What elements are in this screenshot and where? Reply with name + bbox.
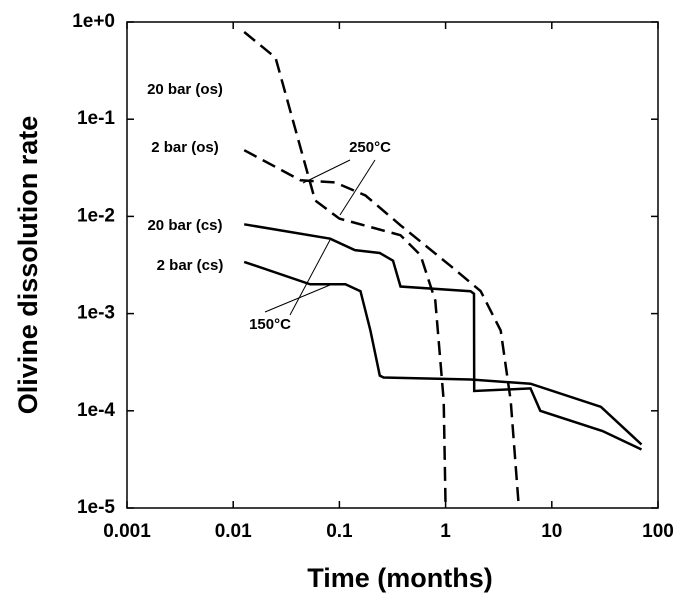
series-line [243, 260, 643, 446]
leader-lines [264, 159, 376, 316]
series-line [243, 31, 447, 509]
x-tick-label: 1 [440, 521, 451, 542]
series-label: 20 bar (os) [147, 81, 223, 98]
x-tick-label: 100 [642, 521, 674, 542]
series-line [243, 149, 521, 509]
y-tick-label: 1e-1 [77, 108, 115, 129]
x-tick-label: 0.001 [103, 521, 151, 542]
plot-frame [126, 21, 659, 509]
series-label: 2 bar (os) [151, 139, 219, 156]
x-axis-title: Time (months) [307, 563, 493, 593]
series-label: 2 bar (cs) [157, 257, 224, 274]
annotation: 150°C [249, 316, 291, 333]
y-tick-label: 1e-3 [77, 303, 115, 324]
series-label: 20 bar (cs) [147, 217, 222, 234]
annotation: 250°C [349, 139, 391, 156]
y-tick-label: 1e-4 [77, 400, 115, 421]
x-tick-label: 0.01 [215, 521, 252, 542]
x-tick-label: 0.1 [326, 521, 353, 542]
y-tick-label: 1e+0 [72, 11, 115, 32]
y-tick-label: 1e-5 [77, 497, 115, 518]
y-axis-title: Olivine dissolution rate [13, 116, 43, 415]
x-tick-label: 10 [541, 521, 562, 542]
series-line [243, 223, 643, 451]
y-tick-label: 1e-2 [77, 205, 115, 226]
